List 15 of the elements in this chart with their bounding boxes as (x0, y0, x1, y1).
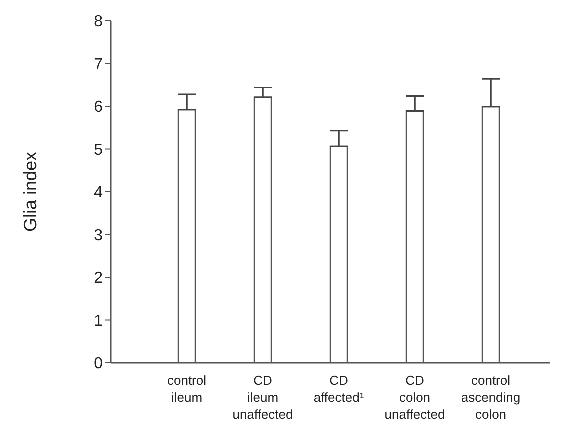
y-tick-label: 4 (94, 184, 104, 202)
y-tick-label: 2 (94, 270, 104, 288)
x-tick-label: control ileum (167, 373, 207, 405)
x-tick-label: CD affected¹ (314, 373, 365, 405)
y-axis-title: Glia index (20, 152, 40, 232)
y-tick-label: 6 (94, 99, 104, 116)
y-tick-label: 5 (94, 142, 104, 159)
x-tick-label: control ascending colon (461, 373, 521, 422)
y-tick-label: 3 (94, 227, 104, 244)
y-tick-label: 1 (94, 312, 104, 330)
y-tick-label: 0 (94, 356, 104, 373)
x-tick-label: CD ileum unaffected (232, 373, 294, 422)
y-tick-label: 8 (94, 14, 104, 31)
y-tick-label: 7 (94, 56, 104, 74)
x-tick-label: CD colon unaffected (384, 373, 446, 422)
